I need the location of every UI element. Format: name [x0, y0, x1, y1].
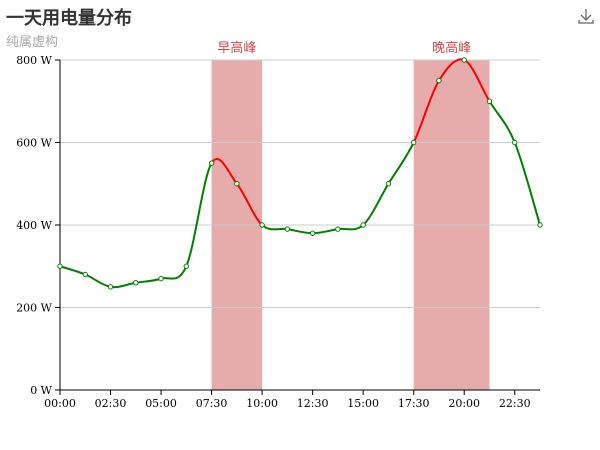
x-tick-label: 00:00: [44, 397, 76, 410]
data-point: [385, 181, 392, 187]
data-point: [335, 226, 341, 232]
data-point: [234, 181, 240, 187]
data-point: [512, 139, 518, 146]
data-point: [309, 230, 316, 236]
data-point: [158, 275, 164, 282]
x-tick-label: 20:00: [448, 397, 480, 410]
mark-areas: 早高峰 晚高峰: [211, 40, 490, 390]
series-line-peak: [412, 58, 491, 143]
y-tick-label: 800 W: [16, 54, 52, 67]
data-point: [410, 139, 417, 146]
data-point: [284, 226, 291, 232]
data-point: [360, 222, 366, 228]
y-tick-label: 600 W: [16, 137, 52, 150]
x-tick-label: 05:00: [145, 397, 177, 410]
series-line: [488, 100, 541, 226]
download-icon[interactable]: [576, 6, 596, 26]
data-point: [107, 284, 114, 290]
x-tick-label: 12:30: [297, 397, 329, 410]
chart-subtitle: 纯属虚构: [6, 35, 59, 50]
x-tick-label: 02:30: [95, 397, 127, 410]
data-point: [259, 222, 265, 228]
mark-area-label: 早高峰: [217, 40, 256, 56]
data-point: [208, 160, 215, 166]
x-tick-label: 22:30: [499, 397, 531, 410]
data-point: [537, 222, 543, 228]
axis-labels: 0 W 200 W 400 W 600 W 800 W 00:00 02:30 05:00 07…: [16, 54, 530, 410]
data-points: [57, 57, 543, 290]
data-point: [436, 77, 442, 84]
x-tick-label: 15:00: [347, 397, 379, 410]
y-tick-label: 200 W: [16, 302, 52, 315]
data-point: [486, 98, 493, 104]
x-tick-label: 17:30: [398, 397, 430, 410]
series-line: [261, 142, 415, 235]
data-point: [133, 280, 139, 286]
axes: [59, 60, 540, 395]
mark-area-label: 晚高峰: [432, 40, 471, 56]
y-tick-label: 0 W: [30, 384, 52, 397]
data-point: [461, 57, 467, 63]
data-point: [82, 271, 88, 278]
x-tick-label: 07:30: [196, 397, 228, 410]
y-tick-label: 400 W: [16, 219, 52, 232]
data-point: [183, 263, 190, 269]
chart-title: 一天用电量分布: [6, 8, 132, 29]
x-tick-label: 10:00: [246, 397, 278, 410]
data-point: [57, 263, 63, 269]
